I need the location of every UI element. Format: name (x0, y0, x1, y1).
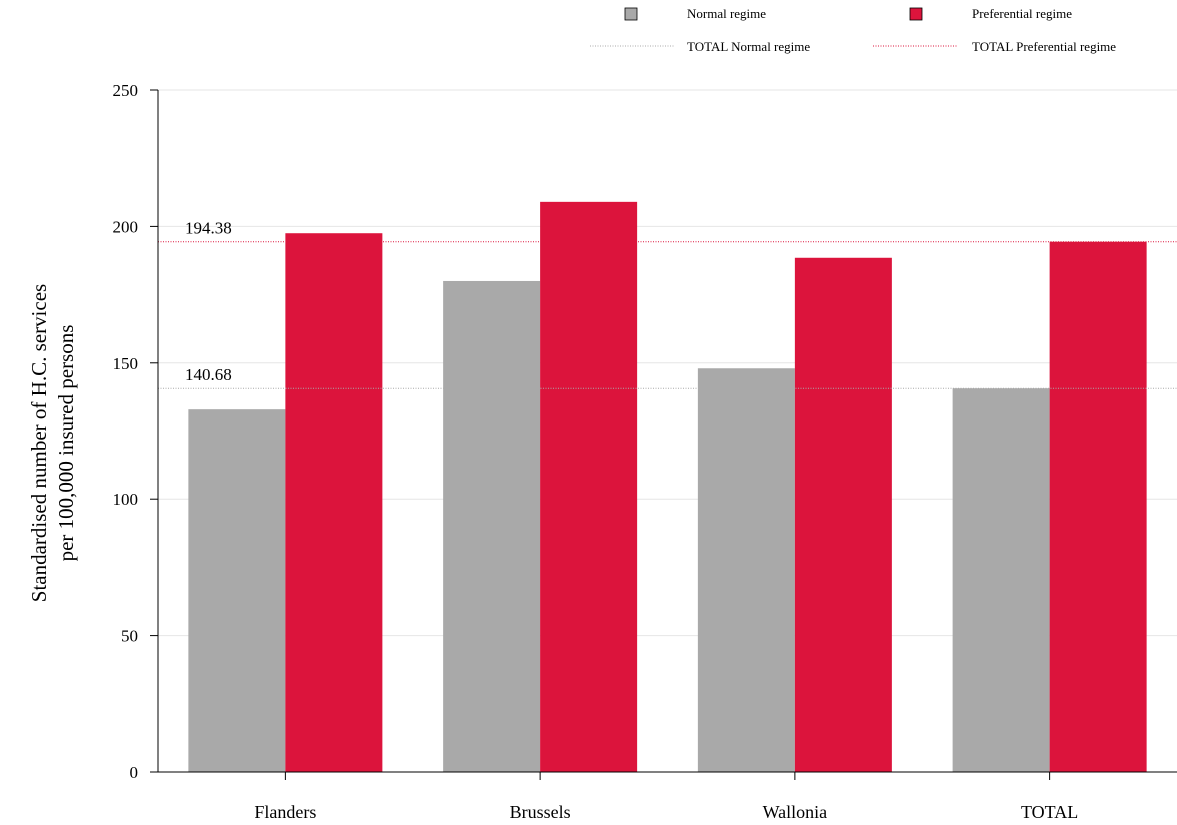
bars (188, 201, 1147, 773)
y-axis-title-line-1: Standardised number of H.C. services (27, 284, 51, 602)
axes: Flanders Brussels Wallonia TOTAL 0 50 100 150 20… (113, 81, 1177, 822)
bar-brussels-preferential (540, 201, 638, 772)
legend-label-total-preferential: TOTAL Preferential regime (972, 39, 1116, 54)
x-tick-label: Brussels (510, 802, 571, 822)
bar-wallonia-normal (697, 368, 795, 772)
y-axis-title: Standardised number of H.C. services per… (27, 284, 78, 602)
x-tick-label: TOTAL (1021, 802, 1078, 822)
bar-brussels-normal (443, 280, 541, 772)
bar-total-preferential (1049, 241, 1147, 773)
y-tick-label: 50 (121, 627, 138, 646)
bar-wallonia-preferential (794, 257, 892, 773)
y-tick-label: 250 (113, 81, 139, 100)
legend-swatch-preferential (909, 7, 923, 21)
bar-total-normal (952, 388, 1050, 772)
legend-label-total-normal: TOTAL Normal regime (687, 39, 810, 54)
reference-lines: 140.68 194.38 (158, 219, 1177, 389)
y-tick-label: 100 (113, 490, 139, 509)
x-tick-label: Wallonia (763, 802, 828, 822)
y-tick-label: 200 (113, 217, 139, 236)
legend-label-normal: Normal regime (687, 6, 766, 21)
reference-line-label: 140.68 (185, 365, 232, 384)
y-tick-label: 150 (113, 354, 139, 373)
legend-label-preferential: Preferential regime (972, 6, 1072, 21)
y-axis-title-line-2: per 100,000 insured persons (54, 325, 78, 562)
bar-flanders-normal (188, 409, 286, 772)
legend: Normal regime Preferential regime TOTAL … (590, 6, 1116, 54)
reference-line-label: 194.38 (185, 219, 232, 238)
legend-swatch-normal (624, 7, 638, 21)
bar-flanders-preferential (285, 233, 383, 773)
x-tick-label: Flanders (254, 802, 316, 822)
y-tick-label: 0 (130, 763, 139, 782)
